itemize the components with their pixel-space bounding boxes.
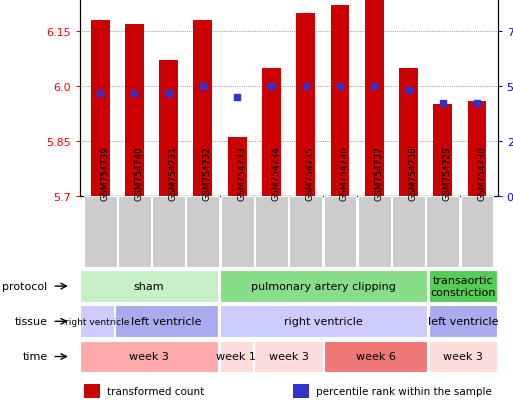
Text: GSM754740: GSM754740	[134, 146, 143, 201]
Bar	[80, 271, 218, 302]
Bar	[228, 138, 247, 196]
Point	[370, 83, 379, 90]
Point	[439, 101, 447, 107]
Bar	[358, 197, 391, 268]
Text: tissue: tissue	[15, 316, 48, 327]
Bar	[80, 341, 218, 373]
Text: GSM754736: GSM754736	[340, 146, 349, 201]
Text: right ventricle: right ventricle	[284, 316, 363, 327]
Bar	[324, 197, 357, 268]
Bar	[220, 271, 427, 302]
Bar	[254, 341, 323, 373]
Bar	[330, 7, 349, 196]
Bar	[468, 101, 486, 196]
Bar	[399, 69, 418, 196]
Text: transformed count: transformed count	[107, 386, 204, 396]
Text: week 3: week 3	[269, 351, 308, 362]
Bar	[429, 271, 497, 302]
Bar	[262, 69, 281, 196]
Point	[233, 95, 241, 101]
Bar	[152, 197, 185, 268]
Bar	[426, 197, 459, 268]
Text: GSM754731: GSM754731	[169, 146, 177, 201]
Text: GSM754730: GSM754730	[477, 146, 486, 201]
Text: week 3: week 3	[129, 351, 169, 362]
Text: week 1: week 1	[216, 351, 256, 362]
Text: GSM754729: GSM754729	[443, 146, 452, 201]
Point	[336, 83, 344, 90]
Text: GSM754738: GSM754738	[408, 146, 418, 201]
Text: GSM754735: GSM754735	[306, 146, 314, 201]
Text: left ventricle: left ventricle	[131, 316, 202, 327]
Text: pulmonary artery clipping: pulmonary artery clipping	[251, 281, 396, 292]
Text: week 3: week 3	[443, 351, 483, 362]
Point	[302, 83, 310, 90]
Text: transaortic
constriction: transaortic constriction	[430, 275, 496, 297]
Text: week 6: week 6	[356, 351, 396, 362]
Text: GSM754734: GSM754734	[271, 146, 281, 201]
Bar	[297, 14, 315, 196]
Point	[404, 88, 412, 95]
Bar	[220, 306, 427, 337]
Bar	[433, 105, 452, 196]
Bar	[461, 197, 494, 268]
Bar	[220, 341, 253, 373]
Text: right ventricle: right ventricle	[65, 317, 129, 326]
Text: percentile rank within the sample: percentile rank within the sample	[315, 386, 491, 396]
Bar	[193, 21, 212, 196]
Bar	[429, 341, 497, 373]
Text: time: time	[23, 351, 48, 362]
Bar	[392, 197, 425, 268]
Text: protocol: protocol	[3, 281, 48, 292]
Bar	[221, 197, 253, 268]
Point	[130, 90, 139, 97]
Text: left ventricle: left ventricle	[427, 316, 498, 327]
Text: GSM754733: GSM754733	[237, 146, 246, 201]
Bar	[84, 384, 101, 398]
Point	[199, 83, 207, 90]
Point	[473, 101, 481, 107]
Bar	[186, 197, 220, 268]
Point	[96, 90, 104, 97]
Text: GSM754732: GSM754732	[203, 146, 212, 201]
Bar	[125, 25, 144, 196]
Text: GSM754737: GSM754737	[374, 146, 383, 201]
Bar	[115, 306, 218, 337]
Bar	[293, 384, 309, 398]
Point	[267, 83, 275, 90]
Bar	[118, 197, 151, 268]
Point	[165, 90, 173, 97]
Bar	[324, 341, 427, 373]
Text: GSM754739: GSM754739	[100, 146, 109, 201]
Bar	[255, 197, 288, 268]
Bar	[80, 306, 114, 337]
Bar	[159, 61, 178, 196]
Bar	[365, 0, 384, 196]
Bar	[84, 197, 116, 268]
Bar	[289, 197, 322, 268]
Bar	[91, 21, 109, 196]
Text: sham: sham	[134, 281, 165, 292]
Bar	[429, 306, 497, 337]
